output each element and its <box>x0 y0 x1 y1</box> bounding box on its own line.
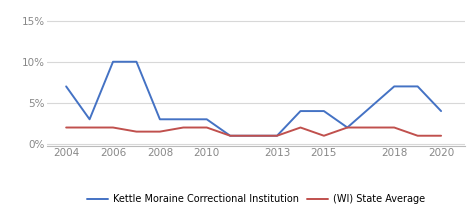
Line: Kettle Moraine Correctional Institution: Kettle Moraine Correctional Institution <box>66 62 441 136</box>
(WI) State Average <box>345 126 350 129</box>
(WI) State Average <box>438 135 444 137</box>
(WI) State Average <box>181 126 186 129</box>
Kettle Moraine Correctional Institution <box>157 118 163 121</box>
Kettle Moraine Correctional Institution <box>321 110 327 112</box>
(WI) State Average <box>392 126 397 129</box>
Kettle Moraine Correctional Institution <box>204 118 210 121</box>
(WI) State Average <box>134 130 139 133</box>
Legend: Kettle Moraine Correctional Institution, (WI) State Average: Kettle Moraine Correctional Institution,… <box>87 194 425 204</box>
Kettle Moraine Correctional Institution <box>415 85 420 88</box>
Kettle Moraine Correctional Institution <box>392 85 397 88</box>
(WI) State Average <box>415 135 420 137</box>
Kettle Moraine Correctional Institution <box>110 61 116 63</box>
(WI) State Average <box>321 135 327 137</box>
Kettle Moraine Correctional Institution <box>87 118 92 121</box>
Kettle Moraine Correctional Institution <box>438 110 444 112</box>
Kettle Moraine Correctional Institution <box>345 126 350 129</box>
Kettle Moraine Correctional Institution <box>274 135 280 137</box>
Kettle Moraine Correctional Institution <box>134 61 139 63</box>
Kettle Moraine Correctional Institution <box>64 85 69 88</box>
(WI) State Average <box>298 126 303 129</box>
(WI) State Average <box>87 126 92 129</box>
Kettle Moraine Correctional Institution <box>228 135 233 137</box>
(WI) State Average <box>274 135 280 137</box>
(WI) State Average <box>204 126 210 129</box>
Line: (WI) State Average: (WI) State Average <box>66 128 441 136</box>
(WI) State Average <box>157 130 163 133</box>
(WI) State Average <box>64 126 69 129</box>
Kettle Moraine Correctional Institution <box>298 110 303 112</box>
(WI) State Average <box>110 126 116 129</box>
(WI) State Average <box>228 135 233 137</box>
Kettle Moraine Correctional Institution <box>181 118 186 121</box>
